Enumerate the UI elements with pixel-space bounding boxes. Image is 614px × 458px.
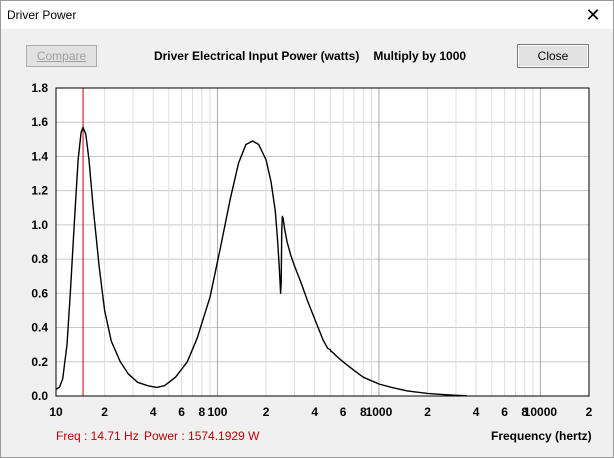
- x-tick-label: 6: [178, 405, 185, 419]
- y-tick-label: 1.8: [31, 81, 48, 95]
- compare-button[interactable]: Compare: [26, 45, 97, 67]
- x-tick-label: 4: [150, 405, 157, 419]
- y-tick-label: 0.4: [31, 321, 48, 335]
- x-tick-label: 2: [101, 405, 108, 419]
- x-tick-label: 10000: [524, 405, 558, 419]
- power-curve-line: [55, 126, 467, 397]
- y-tick-label: 1.4: [31, 149, 48, 163]
- x-tick-label: 1000: [366, 405, 393, 419]
- chart-title: Driver Electrical Input Power (watts): [153, 49, 360, 63]
- y-tick-label: 1.2: [31, 184, 48, 198]
- chart-subtitle: Multiply by 1000: [373, 49, 467, 63]
- plot-area: [56, 88, 589, 396]
- x-tick-label: 4: [473, 405, 480, 419]
- y-gridlines: [56, 121, 589, 363]
- x-tick-label: 6: [501, 405, 508, 419]
- plot-frame: [55, 87, 590, 397]
- x-tick-label: 100: [207, 405, 227, 419]
- power-readout: Power : 1574.1929 W: [144, 429, 260, 443]
- x-tick-label: 10: [49, 405, 63, 419]
- x-gridlines: [104, 88, 541, 396]
- x-tick-label: 2: [586, 405, 593, 419]
- x-axis-label: Frequency (hertz): [491, 429, 592, 443]
- x-tick-label: 4: [311, 405, 318, 419]
- window-title: Driver Power: [7, 8, 77, 22]
- x-tick-label: 8: [360, 405, 367, 419]
- x-tick-label: 6: [340, 405, 347, 419]
- y-tick-label: 1.6: [31, 115, 48, 129]
- x-tick-label: 8: [198, 405, 205, 419]
- y-tick-label: 0.8: [31, 252, 48, 266]
- title-bar: Driver Power ✕: [1, 1, 613, 29]
- y-tick-label: 0.0: [31, 389, 48, 403]
- chart-heading: Driver Electrical Input Power (watts) Mul…: [110, 49, 510, 63]
- x-tick-label: 8: [521, 405, 528, 419]
- frequency-readout: Freq : 14.71 Hz: [56, 429, 139, 443]
- close-window-icon[interactable]: ✕: [585, 4, 601, 25]
- series-group: [55, 126, 467, 397]
- close-button[interactable]: Close: [517, 44, 589, 68]
- y-tick-labels: 0.0 0.2 0.4 0.6 0.8 1.0 1.2 1.4 1.6 1.8: [31, 81, 48, 403]
- x-tick-label: 2: [424, 405, 431, 419]
- y-tick-label: 0.2: [31, 355, 48, 369]
- y-tick-label: 0.6: [31, 286, 48, 300]
- y-tick-label: 1.0: [31, 218, 48, 232]
- x-tick-label: 2: [263, 405, 270, 419]
